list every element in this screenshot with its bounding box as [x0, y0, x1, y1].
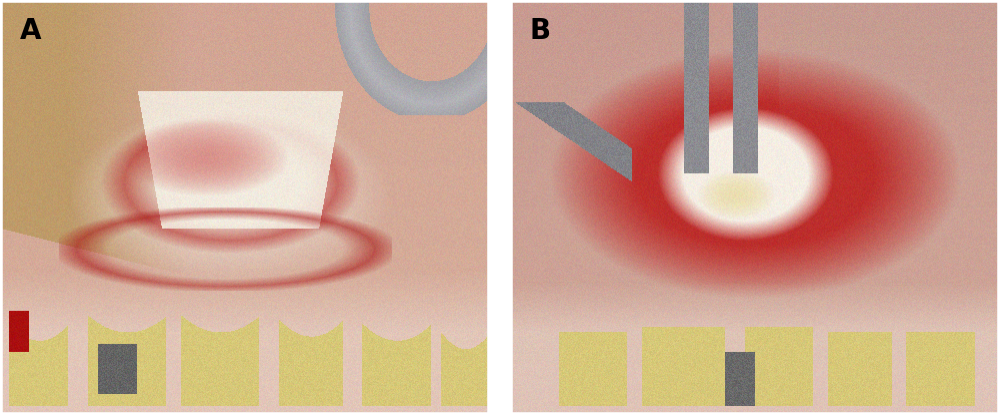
Text: B: B — [530, 17, 551, 44]
Text: A: A — [20, 17, 41, 44]
